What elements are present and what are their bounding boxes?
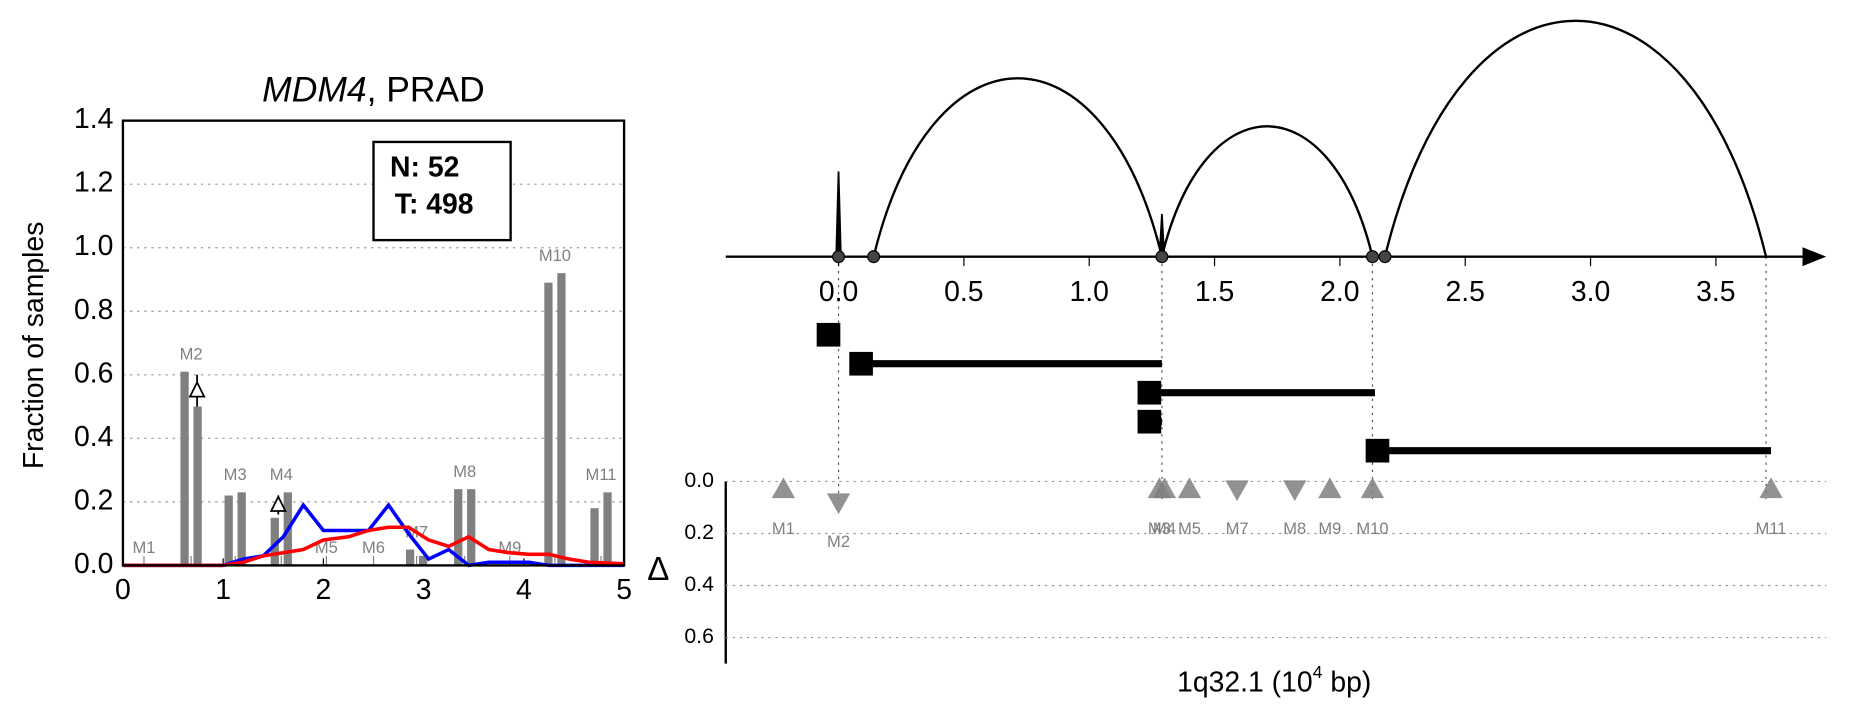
title-rest: , PRAD [367,70,485,110]
x-tick-label: 3.5 [1696,276,1735,308]
y-tick-label: 1.4 [74,103,113,135]
bar [467,489,476,566]
transcript-start [1365,438,1390,463]
x-tick-label: 0 [115,574,131,606]
delta-marker [188,380,206,398]
y-tick-label: 0.6 [684,624,714,648]
y-tick-label: 0.0 [684,468,714,492]
y-tick-label: 0.2 [684,520,714,544]
delta-marker [269,494,287,512]
y-tick-label: 1.0 [74,230,113,262]
x-tick-label: 0.0 [819,276,858,308]
bar [224,495,233,566]
delta-axis-label: Δ [647,551,669,588]
bar [603,492,612,566]
x-tick-label: 0.5 [944,276,983,308]
site-dot [1155,250,1169,264]
y-tick-label: 0.6 [74,357,113,389]
title-gene: MDM4 [262,70,366,110]
mutation-label: M9 [1318,519,1341,538]
x-tick-label: 2 [316,574,332,606]
bar [454,489,463,566]
x-tick-label: 4 [516,574,532,606]
site-dot [1365,250,1379,264]
x-axis-label: 1q32.1 (104 bp) [1177,662,1371,698]
site-dot [867,250,881,264]
xlabel-a: 1q32.1 (10 [1177,666,1313,698]
mutation-label: M11 [1756,519,1787,538]
mutation-marker [1360,477,1385,499]
mutation-marker [1759,477,1783,499]
junction-arc [872,77,1164,257]
group-label: M8 [453,462,476,481]
y-tick-label: 0.2 [74,484,113,516]
mutation-label: M2 [827,532,850,551]
mutation-marker [1152,477,1177,499]
transcript-start [849,351,873,376]
x-tick-label: 2.0 [1320,276,1359,308]
mutation-label: M1 [772,519,795,538]
xlabel-sup: 4 [1313,662,1323,682]
mutation-marker [771,477,796,499]
group-label: M6 [362,538,385,557]
group-label: M3 [224,465,247,484]
site-dot [1378,250,1392,264]
mutation-label: M5 [1178,519,1201,538]
junction-arc [1160,125,1374,257]
mutation-label: M10 [1356,519,1388,538]
bar [270,517,279,566]
group-label: M10 [539,246,571,265]
bar [590,508,599,566]
spike [835,171,842,258]
junction-arc [1383,19,1768,257]
bar [544,282,553,566]
x-tick-label: 1.5 [1195,276,1234,308]
x-tick-label: 2.5 [1446,276,1485,308]
bar [237,492,246,566]
annotation-text: N: 52 [390,152,459,184]
bar [557,273,566,566]
mutation-marker [1225,480,1249,502]
site-dot [832,250,846,264]
bar [405,549,415,566]
mutation-marker [826,493,851,515]
chart-title: MDM4, PRAD [262,70,485,110]
y-tick-label: 0.4 [74,421,113,453]
x-tick-label: 1.0 [1070,276,1109,308]
x-tick-label: 5 [616,574,632,606]
xlabel-b: bp) [1322,666,1371,698]
y-tick-label: 1.2 [74,167,113,199]
plot-frame [121,119,626,567]
group-label: M11 [586,465,617,484]
mutation-marker [1318,477,1342,499]
line-series [122,525,625,568]
x-tick-label: 3.0 [1571,276,1610,308]
mutation-marker [1177,477,1202,499]
x-tick-label: 3 [416,574,432,606]
annotation-text: T: 498 [395,188,474,220]
y-tick-label: 0.8 [74,294,113,326]
annotation-box [372,140,512,242]
group-label: M2 [180,344,203,363]
mutation-label: M7 [1226,519,1249,538]
y-tick-label: 0.0 [74,548,113,580]
group-label: M1 [132,538,155,557]
mutation-marker [1283,480,1307,502]
mutation-label: M4 [1153,519,1176,538]
bar [418,555,428,566]
group-label: M4 [270,465,293,484]
y-tick-label: 0.4 [684,572,714,596]
transcript-start [816,322,841,347]
mutation-label: M8 [1283,519,1306,538]
bar [180,371,189,566]
x-tick-label: 1 [215,574,231,606]
axis-arrow [1802,247,1827,267]
transcript-start [1137,380,1162,405]
mutation-label: M3 [1148,519,1171,538]
transcript-start [1137,409,1162,434]
y-axis-label: Fraction of samples [18,222,50,470]
bar [193,406,202,566]
